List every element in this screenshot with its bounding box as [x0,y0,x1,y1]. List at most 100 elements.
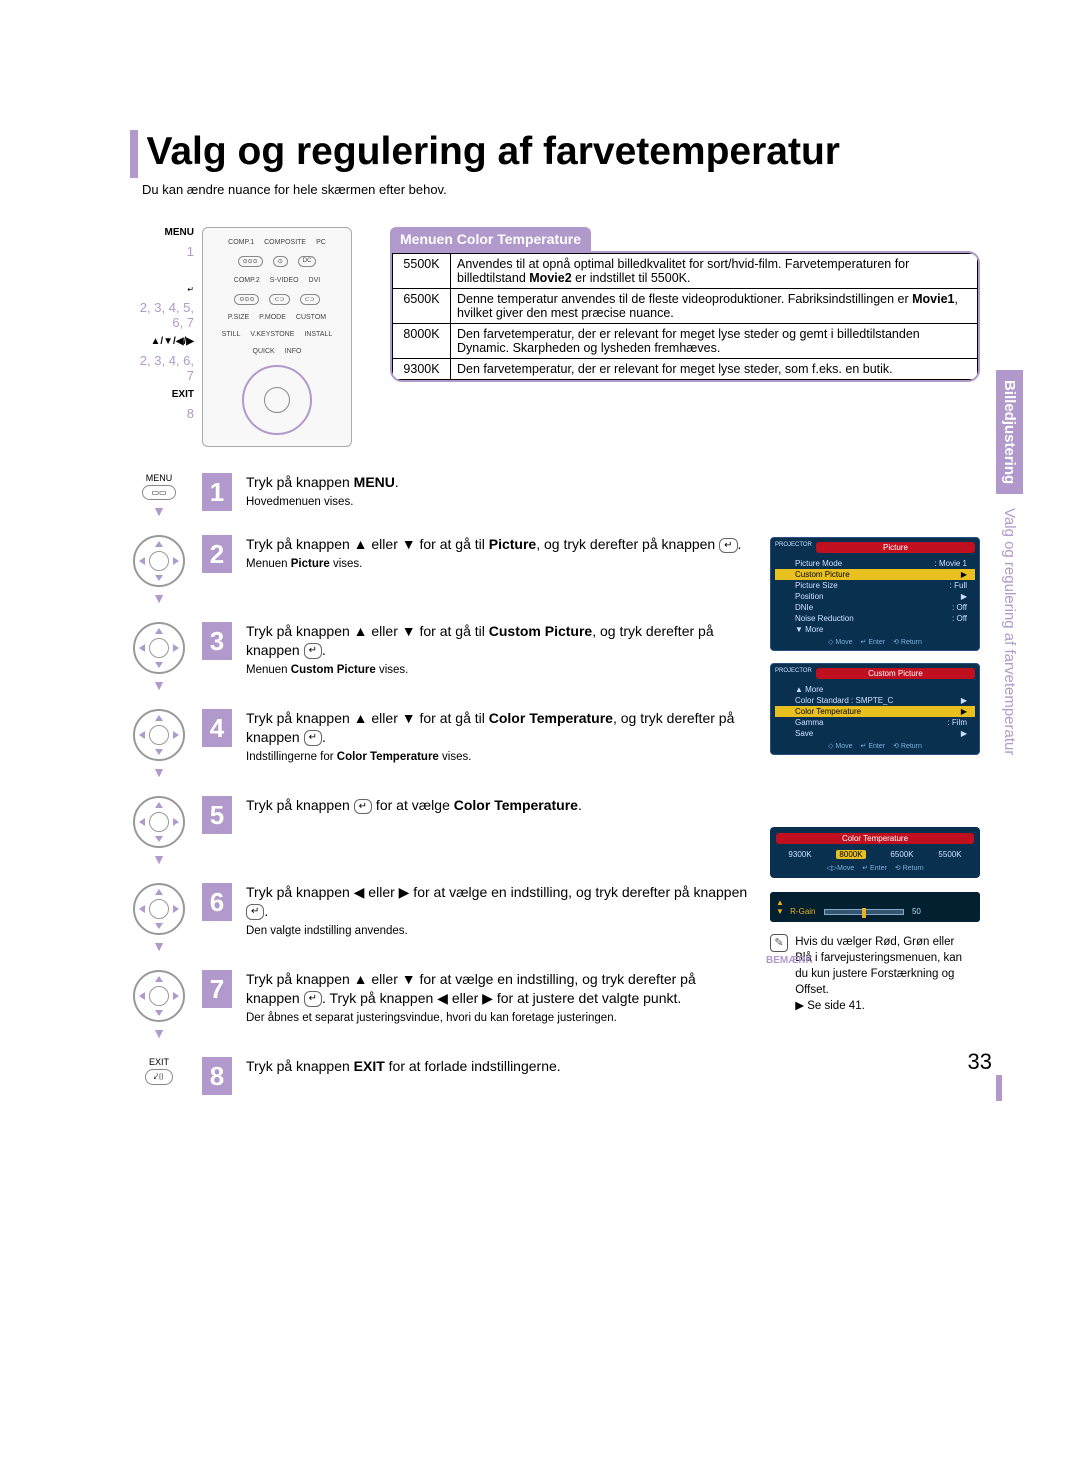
menu-icon: MENU [146,473,173,483]
remote-column: MENU 1 ↵ 2, 3, 4, 5, 6, 7 ▲/▼/◀/▶ 2, 3, … [130,227,370,447]
step: ▼ 3 Tryk på knappen ▲ eller ▼ for at gå … [130,622,752,693]
steps-list: MENU▭▭▼ 1 Tryk på knappen MENU. Hovedmen… [130,473,752,1095]
step-sub: Menuen Custom Picture vises. [246,663,752,679]
arrow-down-icon: ▼ [152,938,166,954]
menu-desc: Anvendes til at opnå optimal billedkvali… [451,254,978,289]
label-enter-steps: 2, 3, 4, 5, 6, 7 [130,300,194,330]
menu-desc: Den farvetemperatur, der er relevant for… [451,359,978,380]
step-text: Tryk på knappen EXIT for at forlade inds… [246,1057,752,1076]
side-tab: Billedjustering Valg og regulering af fa… [1001,370,1018,766]
remote-nav-circle-icon [242,365,312,435]
step-main: Tryk på knappen ▲ eller ▼ for at vælge e… [246,970,752,1008]
step-sub: Menuen Picture vises. [246,557,752,573]
step-main: Tryk på knappen ▲ eller ▼ for at gå til … [246,535,752,554]
osd-color-temperature: Color Temperature 9300K8000K6500K5500K ◁… [770,827,980,878]
step-sub: Indstillingerne for Color Temperature vi… [246,750,752,766]
top-section: MENU 1 ↵ 2, 3, 4, 5, 6, 7 ▲/▼/◀/▶ 2, 3, … [130,227,980,447]
arrow-down-icon: ▼ [152,1025,166,1041]
note-label: BEMÆRK [766,954,813,968]
step-sub: Den valgte indstilling anvendes. [246,924,752,940]
step-number: 7 [202,970,232,1008]
osd-custom-picture-menu: PROJECTORCustom Picture ▲ MoreColor Stan… [770,663,980,755]
ct-option: 8000K [836,850,865,859]
label-exit: EXIT [130,389,194,400]
arrow-down-icon: ▼ [152,677,166,693]
step: ▼ 2 Tryk på knappen ▲ eller ▼ for at gå … [130,535,752,606]
step-number: 8 [202,1057,232,1095]
menu-key: 5500K [393,254,451,289]
osd-row: Gamma: Film [775,717,975,728]
label-arrow-steps: 2, 3, 4, 6, 7 [130,353,194,383]
step-main: Tryk på knappen ▲ eller ▼ for at gå til … [246,622,752,660]
step-sub: Der åbnes et separat justeringsvindue, h… [246,1011,752,1027]
osd-row: ▲ More [775,684,975,695]
exit-icon: EXIT [149,1057,169,1067]
side-tab-topic: Valg og regulering af farvetemperatur [996,498,1023,765]
step: ▼ 5 Tryk på knappen ↵ for at vælge Color… [130,796,752,867]
menu-key: 8000K [393,324,451,359]
osd-row: Custom Picture▶ [775,569,975,580]
step: ▼ 7 Tryk på knappen ▲ eller ▼ for at væl… [130,970,752,1041]
menu-key: 6500K [393,289,451,324]
menu-button-icon: ▭▭ [142,485,175,500]
nav-pad-icon [133,535,185,587]
side-tab-section: Billedjustering [996,370,1023,494]
step: EXIT ⤦▯ 8 Tryk på knappen EXIT for at for… [130,1057,752,1095]
step-text: Tryk på knappen ↵ for at vælge Color Tem… [246,796,752,815]
ct-option: 5500K [938,850,961,859]
note-ref: ▶ Se side 41. [795,1000,865,1012]
label-menu-step: 1 [130,244,194,259]
osd-row: Color Temperature▶ [775,706,975,717]
step-number: 2 [202,535,232,573]
step-text: Tryk på knappen ▲ eller ▼ for at vælge e… [246,970,752,1026]
step-text: Tryk på knappen ▲ eller ▼ for at gå til … [246,535,752,572]
step-main: Tryk på knappen EXIT for at forlade inds… [246,1057,752,1076]
step: ▼ 4 Tryk på knappen ▲ eller ▼ for at gå … [130,709,752,780]
osd-row: DNIe: Off [775,602,975,613]
osd-rgain-slider: ▲▼ R-Gain 50 [770,892,980,922]
step-number: 6 [202,883,232,921]
nav-pad-icon [133,970,185,1022]
osd-row: Color Standard : SMPTE_C▶ [775,695,975,706]
title-accent-bar [130,130,138,178]
color-temp-menu-box: Menuen Color Temperature 5500KAnvendes t… [390,227,980,447]
steps-and-screens: MENU▭▭▼ 1 Tryk på knappen MENU. Hovedmen… [130,447,980,1111]
note-text: Hvis du vælger Rød, Grøn eller Blå i far… [795,936,962,996]
menu-row: 5500KAnvendes til at opnå optimal billed… [393,254,978,289]
osd-row: Picture Mode: Movie 1 [775,558,975,569]
exit-button-icon: ⤦▯ [145,1069,174,1085]
osd-row: Position▶ [775,591,975,602]
step-main: Tryk på knappen MENU. [246,473,752,492]
nav-pad-icon [133,796,185,848]
step: ▼ 6 Tryk på knappen ◀ eller ▶ for at væl… [130,883,752,954]
osd-row: ▼ More [775,624,975,635]
menu-row: 6500KDenne temperatur anvendes til de fl… [393,289,978,324]
page-subtitle: Du kan ændre nuance for hele skærmen eft… [142,182,980,197]
menu-desc: Den farvetemperatur, der er relevant for… [451,324,978,359]
note-box: ✎ Hvis du vælger Rød, Grøn eller Blå i f… [770,934,980,1014]
label-exit-step: 8 [130,406,194,421]
manual-page: Valg og regulering af farvetemperatur Du… [0,0,1080,1171]
ct-option: 9300K [788,850,811,859]
page-number: 33 [968,1049,992,1075]
note-icon: ✎ [770,934,788,952]
arrow-down-icon: ▼ [152,590,166,606]
menu-key: 9300K [393,359,451,380]
osd-row: Noise Reduction: Off [775,613,975,624]
arrow-down-icon: ▼ [152,851,166,867]
step: MENU▭▭▼ 1 Tryk på knappen MENU. Hovedmen… [130,473,752,519]
step-text: Tryk på knappen MENU. Hovedmenuen vises. [246,473,752,510]
step-number: 4 [202,709,232,747]
arrow-down-icon: ▼ [152,764,166,780]
menu-row: 8000KDen farvetemperatur, der er relevan… [393,324,978,359]
osd-picture-menu: PROJECTORPicture Picture Mode: Movie 1Cu… [770,537,980,651]
osd-row: Picture Size: Full [775,580,975,591]
page-title: Valg og regulering af farvetemperatur [146,130,840,174]
step-number: 3 [202,622,232,660]
step-text: Tryk på knappen ▲ eller ▼ for at gå til … [246,709,752,765]
menu-row: 9300KDen farvetemperatur, der er relevan… [393,359,978,380]
ct-option: 6500K [890,850,913,859]
step-text: Tryk på knappen ◀ eller ▶ for at vælge e… [246,883,752,939]
nav-pad-icon [133,622,185,674]
remote-illustration: COMP.1COMPOSITEPC ⊙⊙⊙⊙DC COMP.2S-VIDEODV… [202,227,352,447]
